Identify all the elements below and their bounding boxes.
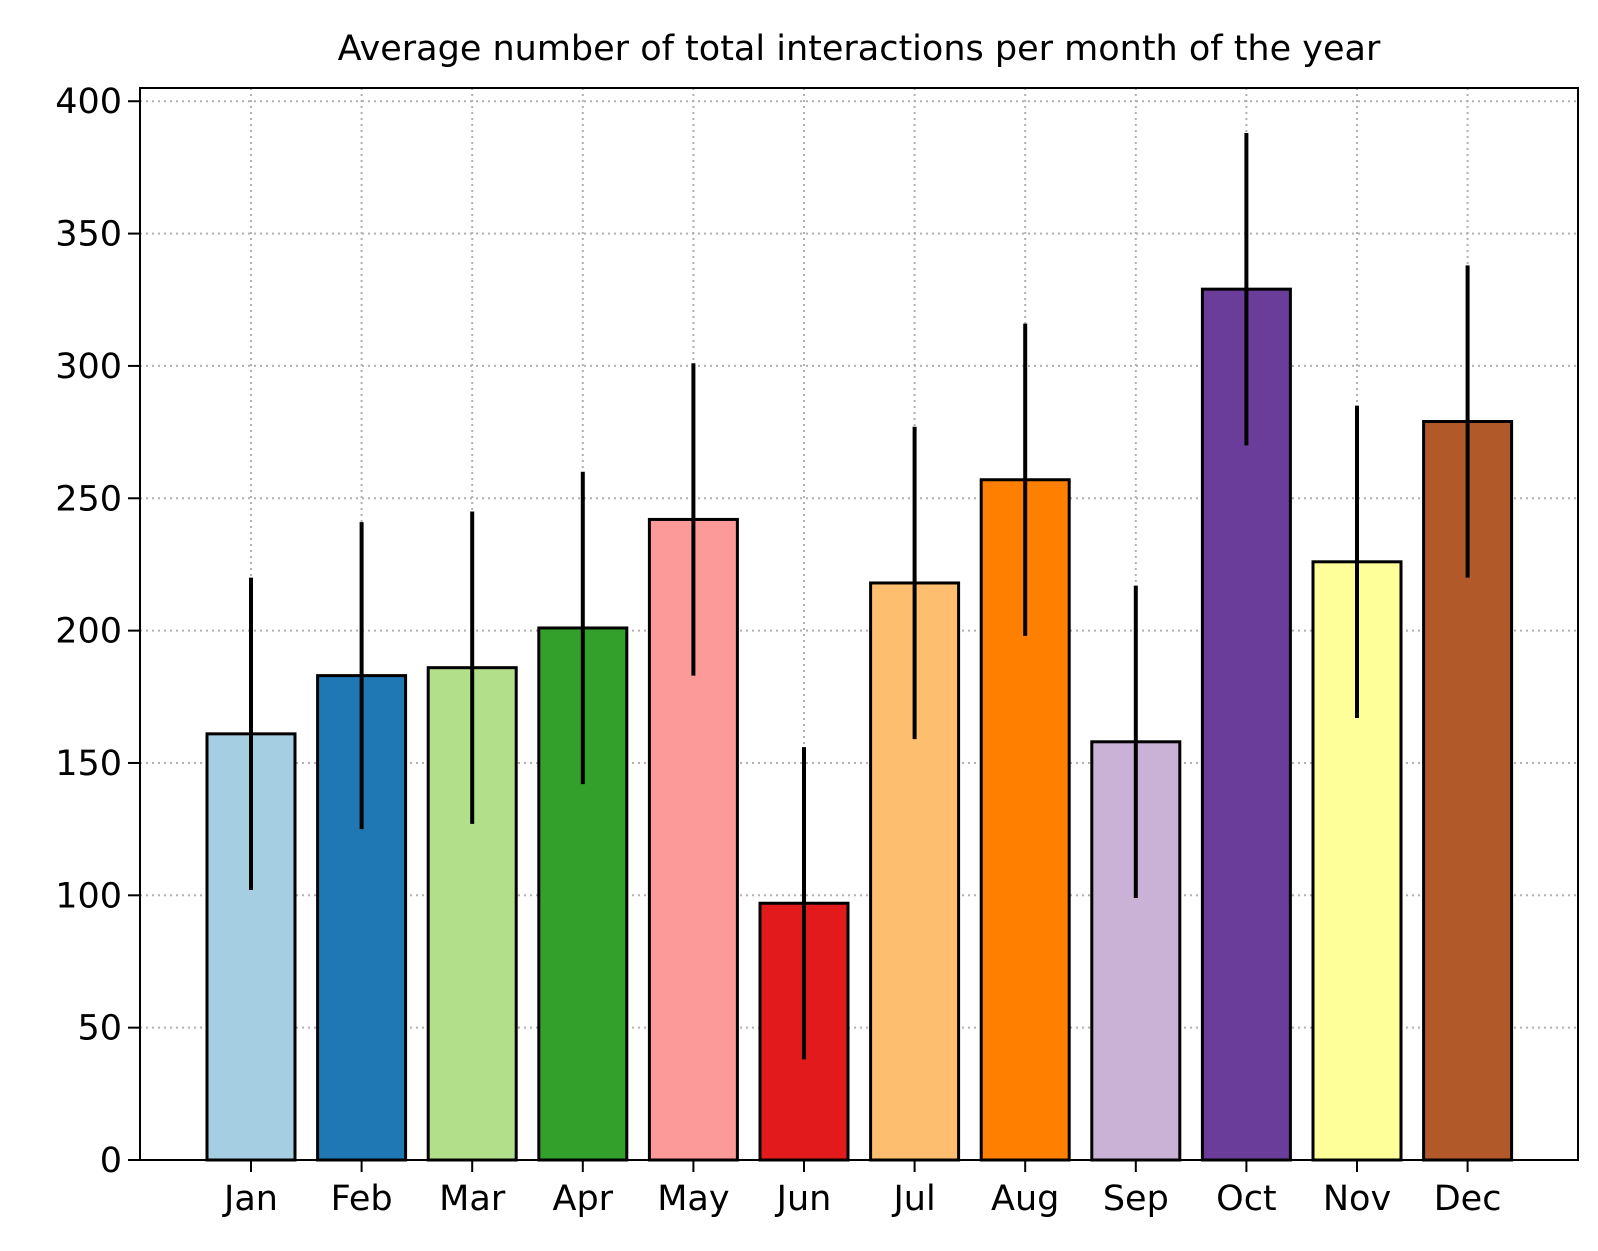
x-tick-label: Aug (991, 1179, 1059, 1219)
x-axis: Jan Feb Mar Apr May Jun Jul Aug Sep Oct Nov Dec (222, 1160, 1501, 1219)
y-tick-label: 100 (55, 876, 122, 916)
y-tick-label: 200 (55, 612, 122, 652)
error-bars (249, 132, 1470, 1060)
y-tick-label: 150 (55, 744, 122, 784)
x-tick-label: Jan (222, 1179, 278, 1219)
y-tick-label: 250 (55, 479, 122, 519)
y-tick-label: 0 (100, 1141, 122, 1181)
chart-title: Average number of total interactions per… (338, 29, 1381, 69)
x-tick-label: Oct (1216, 1179, 1277, 1219)
y-tick-label: 350 (55, 215, 122, 255)
x-tick-label: Sep (1103, 1179, 1169, 1219)
y-tick-label: 300 (55, 347, 122, 387)
y-axis: 0 50 100 150 200 250 300 350 400 (55, 82, 140, 1181)
x-tick-label: Jul (891, 1179, 935, 1219)
plot-area-frame (139, 87, 1579, 1161)
y-tick-label: 50 (77, 1009, 122, 1049)
x-tick-label: Feb (331, 1179, 393, 1219)
x-tick-label: Mar (439, 1179, 506, 1219)
x-tick-label: May (657, 1179, 729, 1219)
y-tick-label: 400 (55, 82, 122, 122)
x-tick-label: Nov (1323, 1179, 1391, 1219)
x-tick-label: Dec (1434, 1179, 1502, 1219)
x-tick-label: Apr (553, 1179, 614, 1219)
x-tick-label: Jun (775, 1179, 832, 1219)
bars (205, 287, 1514, 1162)
